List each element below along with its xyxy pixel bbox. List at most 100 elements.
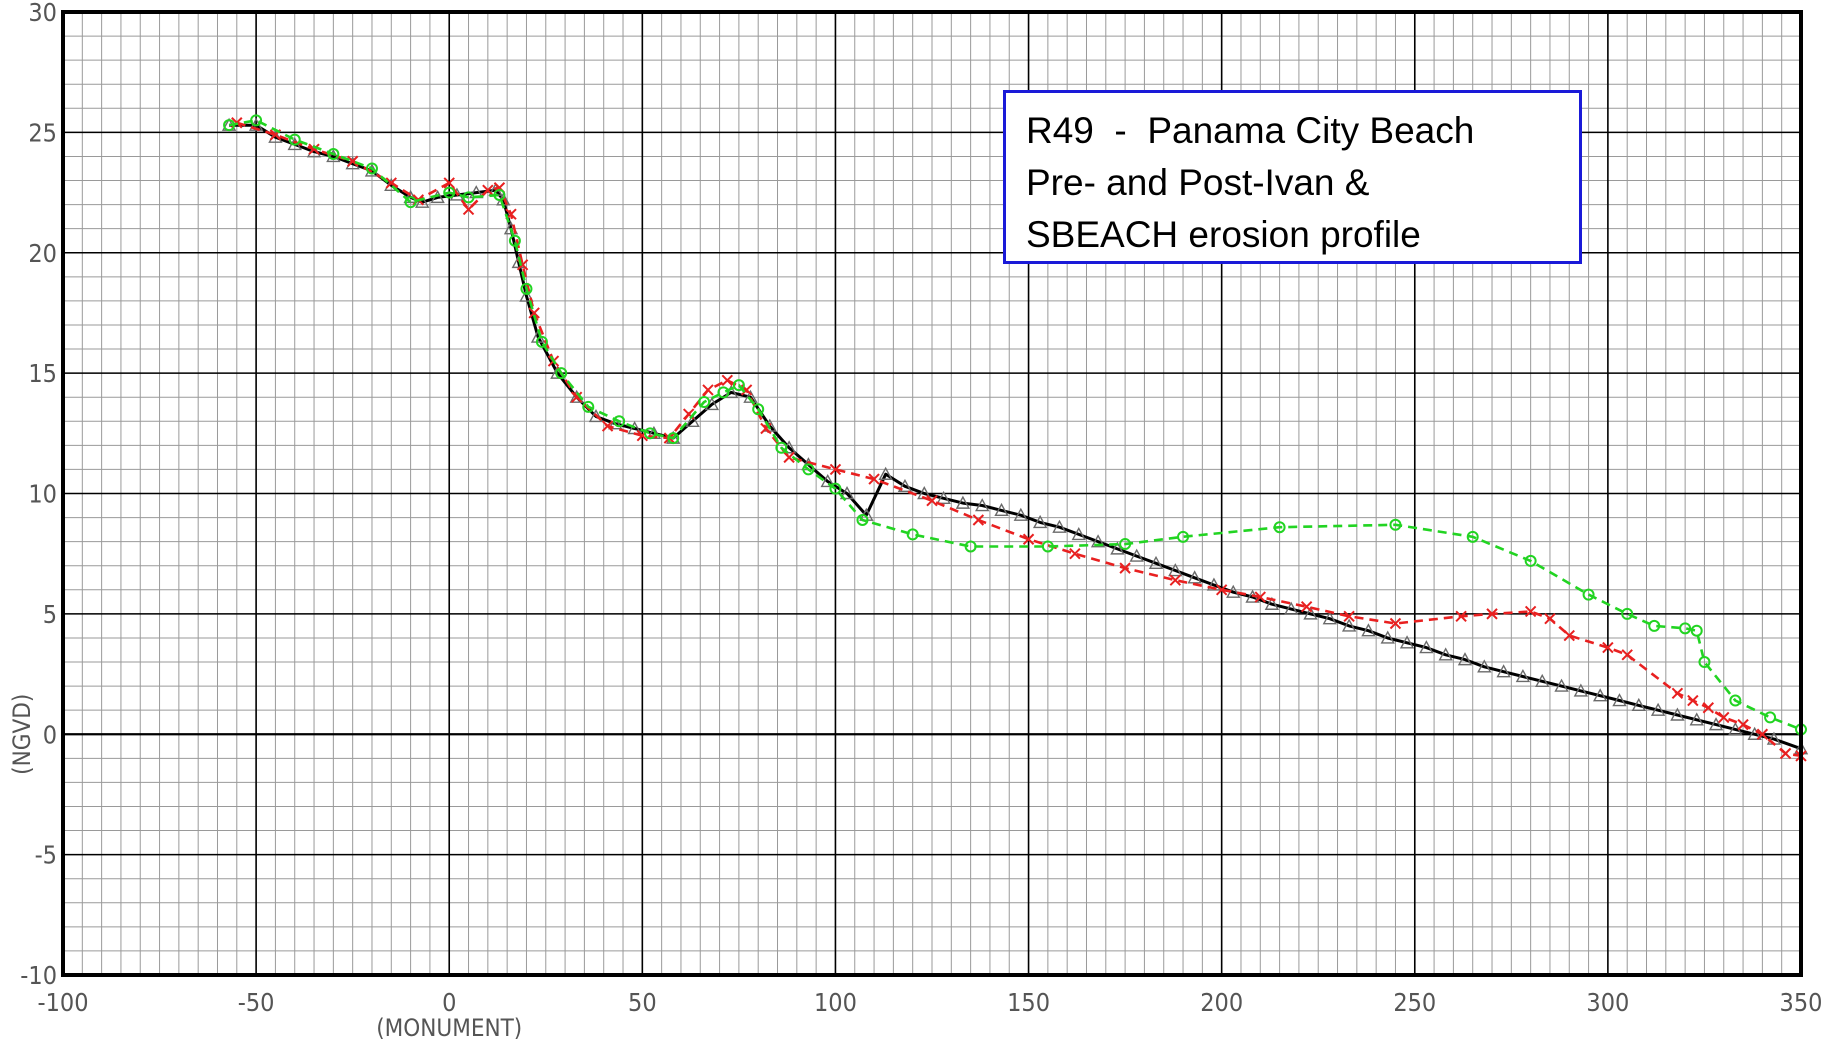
data-point-circle [1648,619,1661,632]
data-point-circle [1466,530,1479,543]
series-line-3 [228,119,1802,731]
data-point-x [385,177,397,189]
data-point-triangle [519,288,534,302]
data-point-x [443,177,455,189]
data-point-circle [365,162,378,175]
data-point-triangle [1052,519,1067,533]
data-point-circle [1729,694,1742,707]
data-point-circle [223,119,236,132]
data-point-circle [717,386,730,399]
x-tick-label: 100 [814,988,857,1017]
data-point-triangle [1148,555,1164,570]
data-point-circle [1524,554,1537,567]
data-point-x [1779,747,1792,760]
data-point-x [1702,702,1715,714]
data-point-x [868,473,880,485]
data-point-triangle [403,189,418,204]
data-point-x [1563,629,1575,642]
data-point-circle [906,528,919,541]
data-point-circle [1764,711,1777,724]
data-point-triangle [897,478,913,492]
data-point-x [1687,694,1699,707]
data-point-triangle [1419,640,1434,654]
y-tick-label: -5 [35,841,57,870]
data-point-x [1718,711,1730,724]
data-point-circle [493,188,506,201]
data-point-triangle [1361,623,1376,637]
data-point-triangle [936,490,951,505]
data-point-circle [1041,540,1054,553]
data-point-x [601,420,614,432]
x-axis-label: (MONUMENT) [376,1014,522,1042]
chart-title-line-1: R49 - Panama City Beach [1026,110,1475,151]
data-point-triangle [1670,707,1685,721]
data-point-triangle [1631,697,1646,712]
chart-title-line-2: Pre- and Post-Ivan & [1026,162,1370,203]
data-point-x [1602,641,1614,654]
data-point-circle [462,191,475,204]
data-point-triangle [1399,635,1415,649]
data-point-triangle [1032,514,1048,529]
data-point-circle [555,367,568,380]
x-tick-label: 200 [1200,988,1243,1017]
data-point-triangle [1303,606,1318,620]
x-tick-label: 350 [1780,988,1823,1017]
data-point-x [1300,600,1313,613]
data-point-triangle [1650,702,1666,716]
data-point-circle [327,148,340,161]
x-tick-label: 0 [442,988,456,1017]
y-tick-label: 0 [43,720,57,749]
y-tick-label: 5 [43,600,57,629]
data-point-triangle [1129,548,1144,562]
data-point-triangle [646,425,662,440]
data-point-x [829,463,842,476]
data-point-triangle [1438,647,1453,661]
series-line-2 [236,121,1802,758]
data-point-circle [964,540,977,553]
x-tick-label: -50 [238,988,275,1017]
data-point-x [1737,718,1749,731]
y-tick-label: -10 [20,961,57,990]
data-point-x [1671,687,1684,700]
data-point-triangle [1206,577,1222,591]
data-point-circle [802,463,815,476]
data-point-circle [752,403,765,416]
data-point-triangle [1187,570,1202,584]
chart-title-box: R49 - Panama City Beach Pre- and Post-Iv… [1003,90,1582,264]
data-point-x [721,374,734,387]
data-point-triangle [1612,693,1627,707]
chart-title-line-3: SBEACH erosion profile [1026,214,1421,255]
data-point-x [1022,533,1035,545]
data-point-circle [1177,530,1190,543]
data-point-x [926,495,938,507]
data-point-circle [508,234,521,247]
plot-frame [61,10,1803,977]
series-3 [223,114,1807,736]
data-point-triangle [1264,596,1280,610]
data-point-x [528,307,540,319]
data-point-x [1343,610,1355,622]
data-point-triangle [1090,534,1106,548]
data-point-triangle [1341,618,1357,632]
data-point-x [1524,605,1537,618]
data-point-x [1621,649,1633,661]
data-point-x [346,155,359,167]
data-point-triangle [1689,712,1704,726]
data-point-triangle [1535,673,1550,687]
data-point-triangle [608,416,623,430]
data-point-circle [582,400,595,413]
data-point-triangle [685,413,700,427]
data-point-circle [520,282,533,295]
data-point-triangle [975,498,990,512]
data-point-x [972,514,985,526]
x-tick-label: 50 [628,988,657,1017]
data-point-triangle [955,495,971,509]
y-tick-label: 30 [28,0,57,27]
data-point-x [1389,617,1402,630]
data-point-circle [829,482,842,495]
y-axis-label: (NGVD) [8,694,36,775]
data-point-triangle [1322,611,1337,625]
data-point-x [1254,591,1266,603]
